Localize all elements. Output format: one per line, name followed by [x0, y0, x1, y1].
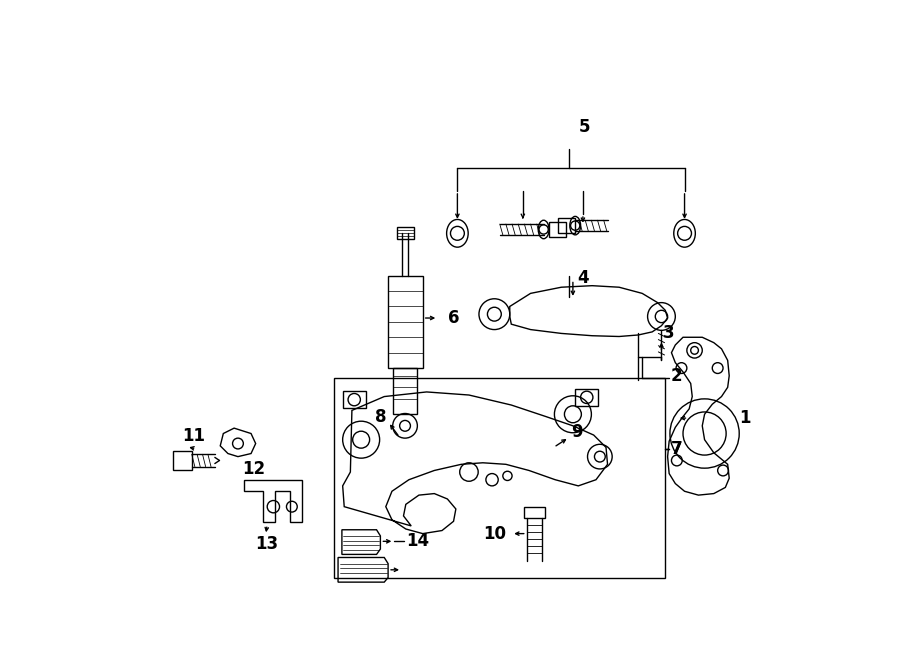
Bar — [334, 378, 665, 578]
Text: 8: 8 — [374, 408, 386, 426]
Text: 2: 2 — [671, 367, 683, 385]
Bar — [524, 507, 545, 518]
Text: 7: 7 — [671, 442, 682, 456]
Bar — [558, 218, 575, 233]
Text: 5: 5 — [579, 118, 590, 136]
Text: 4: 4 — [577, 269, 589, 287]
Text: 7: 7 — [671, 440, 683, 458]
Bar — [174, 451, 192, 470]
Bar — [549, 222, 566, 237]
Bar — [393, 368, 417, 414]
Bar — [388, 276, 423, 368]
Text: 12: 12 — [242, 460, 265, 478]
Text: 13: 13 — [256, 535, 279, 553]
Text: 10: 10 — [483, 525, 506, 543]
Text: 3: 3 — [663, 325, 675, 342]
Text: 11: 11 — [183, 427, 205, 445]
Text: 1: 1 — [739, 409, 751, 427]
Text: 9: 9 — [571, 423, 582, 441]
Bar — [343, 391, 365, 408]
Bar — [397, 227, 413, 239]
Text: 6: 6 — [448, 309, 459, 327]
Bar — [575, 389, 598, 406]
Text: 14: 14 — [406, 532, 429, 551]
